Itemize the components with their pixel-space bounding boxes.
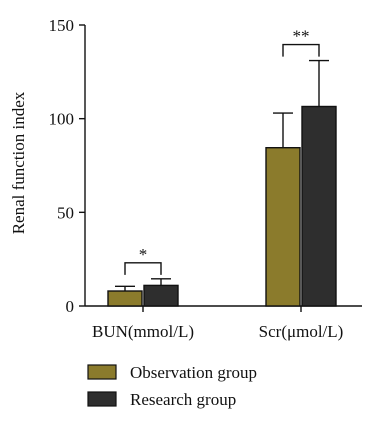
x-tick-label-1: Scr(μmol/L) xyxy=(259,322,344,341)
x-axis: BUN(mmol/L) Scr(μmol/L) xyxy=(85,305,362,341)
bar-0-0 xyxy=(107,290,143,307)
y-tick-label-100: 100 xyxy=(49,110,75,129)
significance-brackets: *** xyxy=(124,27,320,275)
legend: Observation group Research group xyxy=(87,363,257,409)
significance-bracket-1 xyxy=(282,43,320,57)
significance-label-1: ** xyxy=(293,27,310,46)
significance-bracket-0 xyxy=(124,262,162,275)
y-tick-label-150: 150 xyxy=(49,16,75,35)
x-tick-label-0: BUN(mmol/L) xyxy=(92,322,194,341)
y-axis: 0 50 100 150 xyxy=(49,16,86,316)
y-tick-label-50: 50 xyxy=(57,203,74,222)
legend-swatch-1 xyxy=(87,391,117,407)
significance-label-0: * xyxy=(139,245,148,264)
y-axis-label: Renal function index xyxy=(9,91,28,234)
legend-swatch-0 xyxy=(87,364,117,380)
bar-1-1 xyxy=(301,105,337,307)
y-tick-label-0: 0 xyxy=(66,297,75,316)
legend-label-0: Observation group xyxy=(130,363,257,382)
legend-label-1: Research group xyxy=(130,390,236,409)
bar-1-0 xyxy=(143,284,179,307)
bar-0-1 xyxy=(265,147,301,307)
bars xyxy=(107,59,337,307)
